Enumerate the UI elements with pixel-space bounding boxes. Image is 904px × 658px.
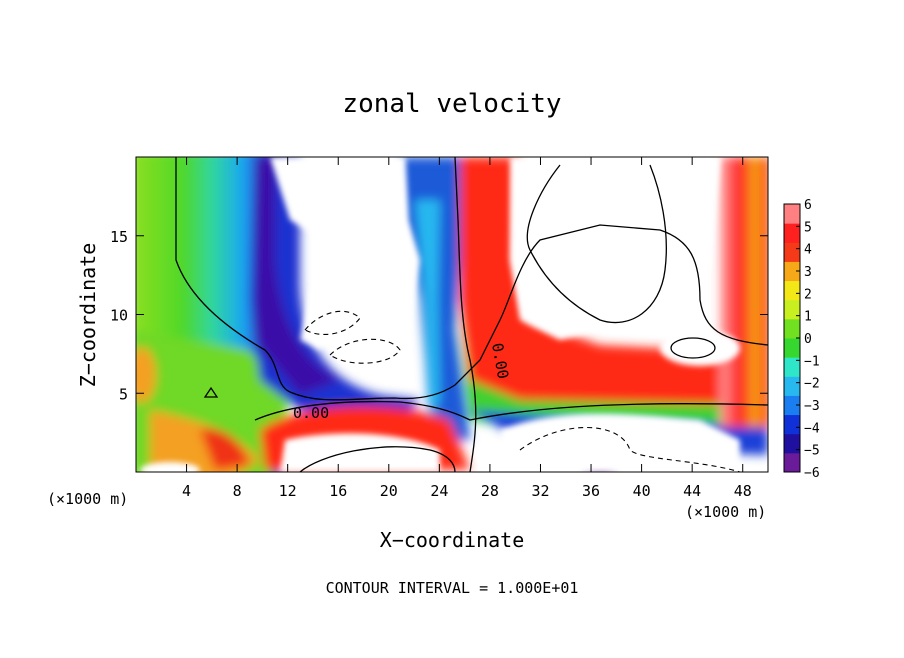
colorbar-tick-label: 1 [804,310,812,325]
colorbar-swatch [784,204,800,224]
field-center-cyan [415,200,440,420]
contour-lower-band [254,400,768,421]
contour-neg-upper [304,310,361,335]
field-left-orange [136,347,156,403]
colorbar-tick-label: 5 [804,220,812,235]
white-lower-right [500,413,740,472]
contour-zero-center [454,157,477,472]
contour-interval-footer: CONTOUR INTERVAL = 1.000E+01 [326,579,579,597]
contour-neg-upper-2 [329,338,401,364]
colorbar: 6 5 4 3 2 1 0 −1 −2 −3 −4 −5 −6 [783,198,820,481]
contours [175,157,768,472]
colorbar-tick-label: 3 [804,265,812,280]
colorbar-tick-label: 6 [804,198,812,213]
heatmap-field: 0.00 0.00 [136,157,768,472]
y-tick-label: 10 [110,307,128,325]
y-tick-label: 15 [110,228,128,246]
y-unit-label: (×1000 m) [47,490,128,508]
colorbar-swatch [784,242,800,262]
x-axis-label: X−coordinate [380,528,525,552]
white-right-oval [660,330,740,366]
x-tick-label: 48 [734,482,752,500]
colorbar-swatch [784,223,800,243]
colorbar-swatch [784,433,800,454]
colorbar-swatch [784,452,800,473]
white-left-corner [140,462,200,472]
x-tick-label: 8 [233,482,242,500]
x-tick-label: 24 [430,482,448,500]
colorbar-tick-label: −5 [804,444,820,459]
colorbar-swatch [784,357,800,377]
x-tick-label: 40 [633,482,651,500]
x-tick-label: 32 [531,482,549,500]
white-lower-center [280,433,440,472]
colorbar-tick-label: 2 [804,287,812,302]
x-tick-label: 12 [279,482,297,500]
colorbar-tick-label: −6 [804,466,820,481]
contour-left-triangle [203,386,219,398]
colorbar-tick-label: −2 [804,377,820,392]
chart-title: zonal velocity [342,89,561,119]
x-tick-label: 36 [582,482,600,500]
colorbar-swatch [784,299,800,320]
contours-dashed [304,310,741,472]
colorbar-tick-label: −1 [804,354,820,369]
y-tick-label: 5 [119,385,128,403]
colorbar-tick-label: −3 [804,399,820,414]
colorbar-tick-label: 4 [804,243,812,258]
y-axis-label: Z−coordinate [76,243,100,388]
colorbar-tick-label: −4 [804,421,820,436]
white-upper-center [270,157,420,360]
colorbar-swatch [784,318,800,339]
field-arc-purple [255,157,340,395]
x-unit-label: (×1000 m) [685,503,766,521]
colorbar-swatch [784,261,800,282]
field-right-green-edge [455,300,768,440]
x-tick-label: 4 [182,482,191,500]
x-tick-label: 28 [481,482,499,500]
colorbar-swatch [784,376,800,396]
colorbar-swatch [784,414,800,435]
x-tick-label: 20 [380,482,398,500]
x-axis-ticks: 4 8 12 16 20 24 28 32 36 40 44 48 [182,157,752,500]
y-axis-ticks: 5 10 15 [110,228,768,403]
contour-label-left: 0.00 [293,404,329,422]
contour-neg-lower [519,426,741,472]
contour-right-oval [670,337,716,359]
contour-lower-center [299,446,456,472]
colorbar-tick-label: 0 [804,332,812,347]
field-lower-left-red [200,429,250,470]
colorbar-swatch [784,338,800,358]
contour-label-center: 0.00 [488,342,512,381]
contour-upper-right [526,164,667,324]
x-tick-label: 44 [683,482,701,500]
contour-zero-left [175,157,768,401]
colorbar-swatch [784,280,800,301]
colorbar-swatch [784,395,800,416]
field-right-edge [720,157,768,427]
x-tick-label: 16 [329,482,347,500]
